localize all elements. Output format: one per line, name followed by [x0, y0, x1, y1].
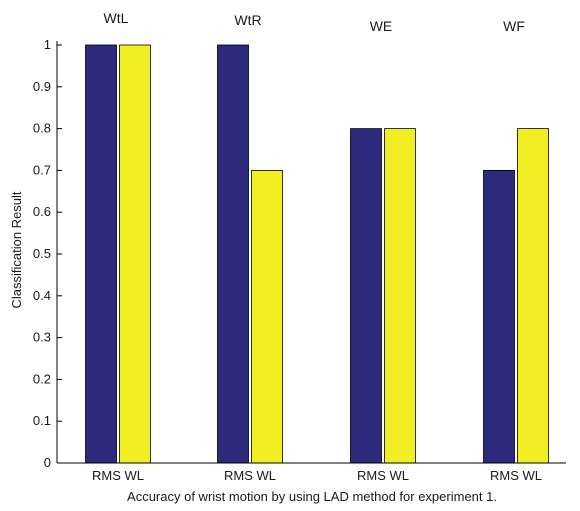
category-title: WtR [234, 12, 261, 28]
y-tick-label: 0.5 [33, 246, 51, 261]
category-title: WtL [104, 10, 129, 26]
y-axis-title: Classification Result [9, 191, 24, 308]
y-tick-label: 0 [44, 455, 51, 470]
bar-WE-WL [384, 128, 416, 464]
bar-WtR-RMS [217, 44, 249, 464]
bar-WF-WL [517, 128, 549, 464]
y-tick-label: 0.4 [33, 288, 51, 303]
bars-layer [85, 44, 549, 464]
x-axis-title: Accuracy of wrist motion by using LAD me… [127, 489, 497, 504]
y-tick-label: 1 [44, 37, 51, 52]
axes-layer [56, 41, 566, 464]
bar-WE-RMS [350, 128, 382, 464]
y-tick-label: 0.7 [33, 162, 51, 177]
bar-WtL-WL [119, 44, 151, 464]
category-title: WE [370, 18, 393, 34]
category-labels: WtL RMS WL WtR RMS WL WE RMS WL WF RMS WL [92, 10, 542, 483]
y-tick-label: 0.8 [33, 121, 51, 136]
y-ticks: 0 0.1 0.2 0.3 0.4 0.5 0.6 0.7 0.8 0.9 1 [33, 37, 62, 470]
y-tick-label: 0.6 [33, 204, 51, 219]
bar-WtL-RMS [85, 44, 117, 464]
bar-WF-RMS [483, 169, 515, 464]
y-tick-label: 0.2 [33, 371, 51, 386]
category-title: WF [503, 18, 525, 34]
y-tick-label: 0.9 [33, 79, 51, 94]
bar-pair-label: RMS WL [357, 468, 409, 483]
bar-pair-label: RMS WL [224, 468, 276, 483]
y-tick-label: 0.3 [33, 330, 51, 345]
bar-WtR-WL [251, 169, 283, 464]
bar-pair-label: RMS WL [490, 468, 542, 483]
bar-pair-label: RMS WL [92, 468, 144, 483]
y-tick-label: 0.1 [33, 413, 51, 428]
